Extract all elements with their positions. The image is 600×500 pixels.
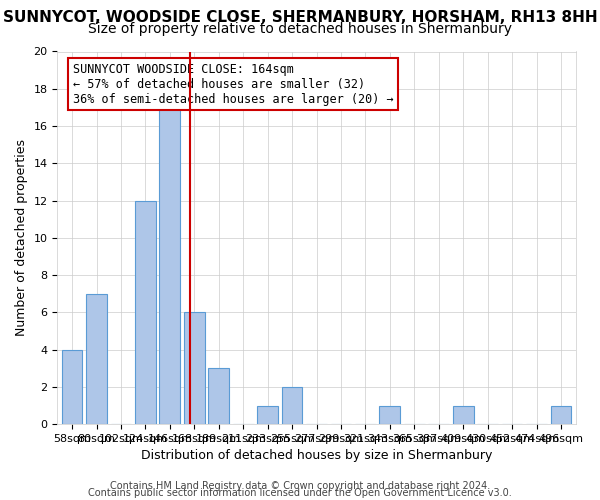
Bar	[184, 312, 205, 424]
Bar	[135, 200, 156, 424]
Y-axis label: Number of detached properties: Number of detached properties	[15, 140, 28, 336]
X-axis label: Distribution of detached houses by size in Shermanbury: Distribution of detached houses by size …	[141, 450, 492, 462]
Bar	[257, 406, 278, 424]
Bar	[281, 387, 302, 424]
Text: SUNNYCOT WOODSIDE CLOSE: 164sqm
← 57% of detached houses are smaller (32)
36% of: SUNNYCOT WOODSIDE CLOSE: 164sqm ← 57% of…	[73, 62, 394, 106]
Bar	[160, 70, 180, 424]
Bar	[551, 406, 571, 424]
Text: Size of property relative to detached houses in Shermanbury: Size of property relative to detached ho…	[88, 22, 512, 36]
Text: Contains HM Land Registry data © Crown copyright and database right 2024.: Contains HM Land Registry data © Crown c…	[110, 481, 490, 491]
Text: SUNNYCOT, WOODSIDE CLOSE, SHERMANBURY, HORSHAM, RH13 8HH: SUNNYCOT, WOODSIDE CLOSE, SHERMANBURY, H…	[2, 10, 598, 25]
Text: Contains public sector information licensed under the Open Government Licence v3: Contains public sector information licen…	[88, 488, 512, 498]
Bar	[208, 368, 229, 424]
Bar	[453, 406, 473, 424]
Bar	[379, 406, 400, 424]
Bar	[86, 294, 107, 424]
Bar	[62, 350, 82, 424]
